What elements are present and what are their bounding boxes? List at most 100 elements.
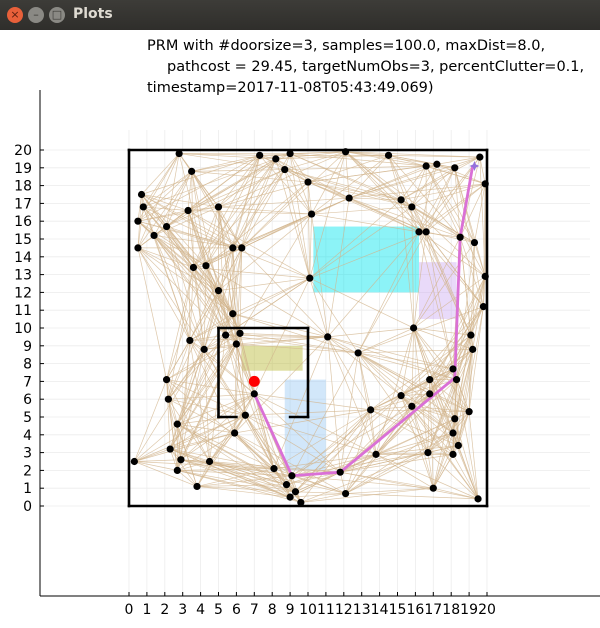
- roadmap-edge: [241, 158, 277, 249]
- roadmap-edge: [176, 424, 198, 487]
- y-tick-label: 6: [23, 392, 32, 408]
- roadmap-edge: [375, 406, 413, 455]
- roadmap-edge: [411, 406, 434, 489]
- roadmap-edge: [169, 393, 255, 450]
- roadmap-node: [256, 151, 264, 159]
- x-tick-label: 9: [286, 602, 295, 618]
- roadmap-edge: [236, 343, 275, 469]
- roadmap-edge: [245, 414, 341, 473]
- roadmap-edge: [425, 165, 461, 238]
- roadmap-edge: [177, 468, 274, 471]
- roadmap-edge: [456, 276, 486, 380]
- roadmap-node: [137, 190, 146, 199]
- roadmap-node: [304, 178, 312, 186]
- roadmap-edge: [169, 349, 205, 450]
- roadmap-edge: [411, 406, 479, 500]
- roadmap-edge: [357, 352, 455, 420]
- roadmap-edge: [232, 313, 359, 354]
- roadmap-edge: [177, 470, 291, 498]
- roadmap-edge: [193, 169, 285, 268]
- roadmap-edge: [209, 461, 287, 485]
- roadmap-edge: [413, 276, 486, 329]
- roadmap-edge: [196, 461, 210, 487]
- roadmap-edge: [427, 418, 456, 453]
- minimize-icon[interactable]: –: [28, 7, 44, 23]
- roadmap-edge: [137, 153, 180, 249]
- roadmap-edge: [349, 197, 402, 201]
- roadmap-edge: [203, 277, 310, 350]
- x-tick-label: 17: [424, 602, 442, 618]
- roadmap-node: [408, 402, 416, 410]
- roadmap-edge: [432, 454, 454, 489]
- roadmap-edge: [191, 171, 309, 183]
- roadmap-node: [232, 340, 240, 348]
- roadmap-node: [479, 303, 488, 311]
- roadmap-edge: [137, 247, 194, 268]
- roadmap-edge: [454, 418, 479, 499]
- roadmap-edge: [218, 206, 234, 249]
- obstacle-rect: [241, 345, 303, 371]
- roadmap-edge: [309, 214, 312, 279]
- y-tick-label: 18: [14, 179, 32, 195]
- roadmap-edge: [425, 165, 486, 277]
- maximize-icon[interactable]: □: [49, 7, 65, 23]
- roadmap-node: [422, 228, 430, 236]
- roadmap-edge: [458, 445, 479, 500]
- x-tick-label: 15: [389, 602, 407, 618]
- roadmap-edge: [203, 247, 243, 350]
- window-title: Plots: [73, 6, 113, 22]
- roadmap-node: [200, 345, 208, 353]
- y-tick-label: 11: [14, 303, 32, 319]
- roadmap-edge: [134, 461, 178, 471]
- roadmap-edge: [339, 352, 359, 473]
- roadmap-edge: [340, 471, 479, 500]
- roadmap-edge: [349, 156, 480, 199]
- roadmap-node: [469, 345, 477, 353]
- roadmap-node: [341, 148, 350, 156]
- y-tick-label: 0: [23, 499, 32, 515]
- roadmap-edge: [411, 183, 486, 208]
- roadmap-edge: [358, 349, 473, 354]
- x-tick-label: 3: [178, 602, 187, 618]
- roadmap-node: [193, 482, 201, 491]
- roadmap-edge: [295, 491, 346, 494]
- roadmap-edge: [452, 454, 479, 500]
- roadmap-edge: [180, 393, 255, 460]
- roadmap-edge: [137, 247, 205, 350]
- roadmap-edge: [400, 199, 420, 233]
- y-tick-label: 2: [23, 463, 32, 479]
- roadmap-edge: [137, 247, 191, 341]
- roadmap-edge: [400, 156, 481, 201]
- roadmap-edge: [433, 487, 479, 500]
- close-icon[interactable]: ×: [7, 7, 23, 23]
- y-tick-label: 3: [23, 446, 32, 462]
- roadmap-node: [415, 228, 423, 236]
- roadmap-edge: [284, 169, 412, 208]
- roadmap-node: [422, 162, 430, 170]
- roadmap-edge: [411, 206, 427, 233]
- roadmap-edge: [370, 395, 402, 411]
- roadmap-edge: [203, 290, 219, 350]
- roadmap-edge: [137, 220, 242, 249]
- roadmap-edge: [232, 277, 310, 315]
- roadmap-edge: [345, 151, 350, 199]
- roadmap-edge: [275, 158, 311, 279]
- roadmap-edge: [134, 461, 198, 487]
- roadmap-node: [139, 203, 147, 211]
- roadmap-edge: [425, 231, 472, 336]
- x-tick-label: 13: [353, 602, 371, 618]
- roadmap-edge: [425, 231, 454, 370]
- roadmap-edge: [345, 432, 454, 494]
- roadmap-edge: [370, 409, 470, 413]
- roadmap-edge: [459, 237, 474, 350]
- roadmap-edge: [168, 349, 205, 400]
- roadmap-edge: [205, 247, 242, 267]
- roadmap-edge: [166, 226, 234, 314]
- roadmap-edge: [456, 349, 473, 380]
- roadmap-node: [130, 457, 138, 466]
- roadmap-edge: [284, 169, 309, 183]
- roadmap-edge: [187, 153, 291, 211]
- roadmap-edge: [291, 406, 412, 477]
- roadmap-node: [286, 149, 294, 158]
- roadmap-edge: [427, 452, 479, 500]
